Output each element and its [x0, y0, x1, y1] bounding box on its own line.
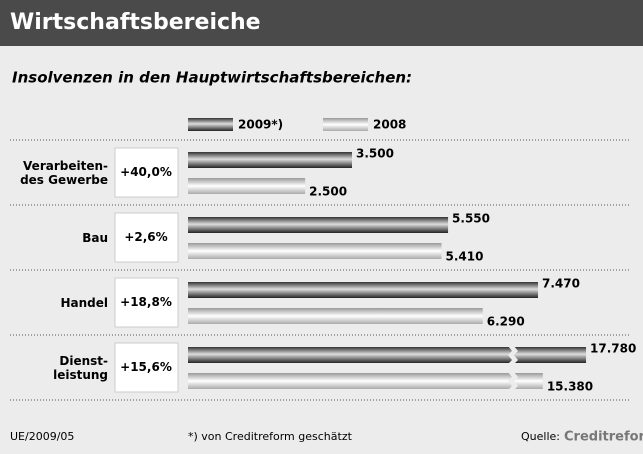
- category-label: Verarbeiten- des Gewerbe: [20, 158, 108, 187]
- bar: [188, 243, 442, 259]
- source: Creditreform: [564, 430, 643, 445]
- change-label: +2,6%: [124, 230, 167, 244]
- value-label: 5.410: [445, 250, 483, 264]
- title-bar: [0, 0, 643, 46]
- bar: [188, 308, 483, 324]
- axis-break: [508, 372, 518, 390]
- change-box: [114, 342, 179, 393]
- legend-label: 2009*): [238, 118, 283, 132]
- axis-break: [508, 346, 518, 364]
- value-label: 5.550: [452, 212, 490, 226]
- category-label: Bau: [82, 230, 108, 245]
- change-label: +15,6%: [120, 360, 172, 374]
- category-label: Dienst- leistung: [53, 353, 108, 382]
- bar: [188, 178, 306, 194]
- change-box: [114, 147, 179, 198]
- category-label: Handel: [60, 295, 108, 310]
- legend-swatch: [188, 118, 233, 131]
- bar: [188, 347, 587, 363]
- value-label: 2.500: [309, 185, 347, 199]
- legend-swatch: [323, 118, 368, 131]
- code: UE/2009/05: [10, 430, 74, 443]
- change-label: +18,8%: [120, 295, 172, 309]
- bar: [188, 282, 539, 298]
- bar: [188, 373, 543, 389]
- change-label: +40,0%: [120, 165, 172, 179]
- chart-title: Wirtschaftsbereiche: [10, 10, 261, 35]
- footnote: *) von Creditreform geschätzt: [188, 430, 353, 443]
- value-label: 17.780: [590, 342, 636, 356]
- bar: [188, 152, 352, 168]
- value-label: 6.290: [487, 315, 525, 329]
- value-label: 15.380: [547, 380, 593, 394]
- subtitle: Insolvenzen in den Hauptwirtschaftsberei…: [12, 69, 412, 87]
- value-label: 7.470: [542, 277, 580, 291]
- legend-label: 2008: [373, 118, 406, 132]
- value-label: 3.500: [356, 147, 394, 161]
- source-label: Quelle:: [521, 430, 560, 443]
- change-box: [114, 277, 179, 328]
- bar: [188, 217, 449, 233]
- change-box: [114, 212, 179, 263]
